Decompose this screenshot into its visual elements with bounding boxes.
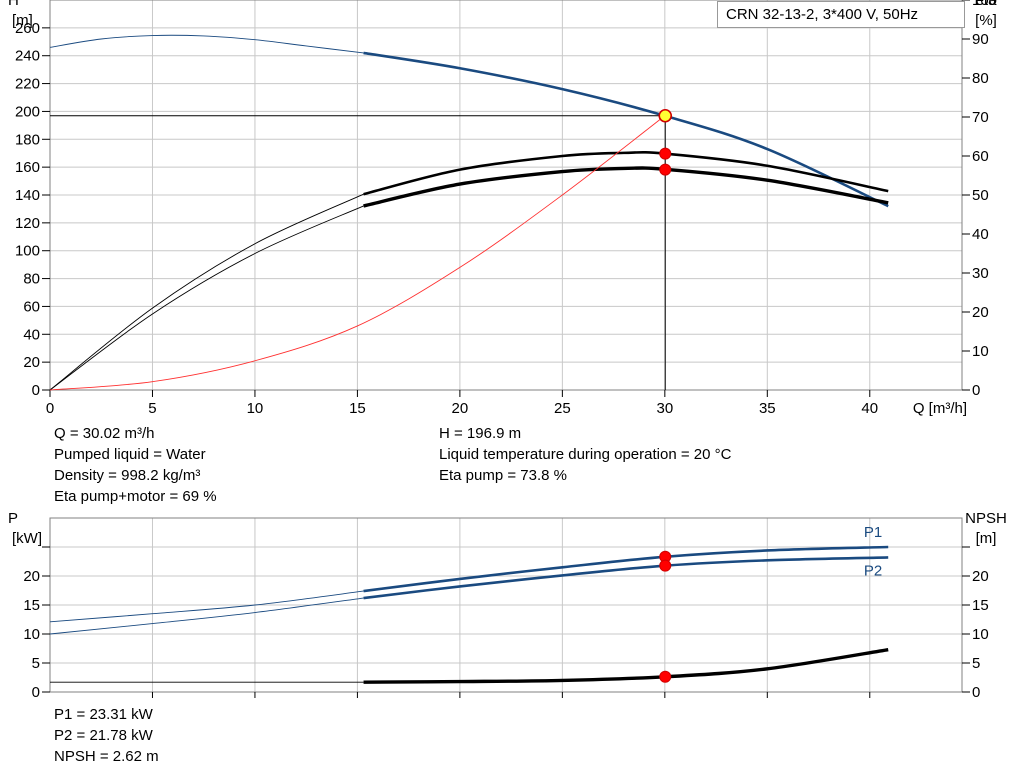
series-p1-thick	[363, 545, 889, 593]
info-liquid: Pumped liquid = Water	[54, 446, 206, 463]
series-npsh-thick	[363, 647, 889, 684]
y-tick-label-right: 0	[972, 382, 980, 399]
y-tick-label-right: 10	[972, 626, 989, 643]
y-tick-label-left: 120	[15, 215, 40, 232]
x-tick-label: 0	[46, 400, 54, 417]
y-tick-label-left: 260	[15, 20, 40, 37]
info-eta-total: Eta pump+motor = 69 %	[54, 488, 217, 505]
info-q: Q = 30.02 m³/h	[54, 425, 155, 442]
series-p2-thick	[363, 556, 889, 600]
y-tick-label-right: 30	[972, 265, 989, 282]
info-p1: P1 = 23.31 kW	[54, 706, 153, 723]
info-top-left: Q = 30.02 m³/h Pumped liquid = Water Den…	[54, 423, 217, 507]
series-2-thin	[49, 205, 364, 391]
y-tick-label-right: 5	[972, 655, 980, 672]
y-tick-label-right: 90	[972, 31, 989, 48]
legend-label-p1: P1	[864, 524, 882, 541]
info-h: H = 196.9 m	[439, 425, 522, 442]
y-tick-label-left: 240	[15, 48, 40, 65]
series-0-thin	[49, 34, 364, 54]
info-npsh: NPSH = 2.62 m	[54, 748, 159, 765]
series-2-thick	[363, 166, 889, 208]
y-axis-label-left: H	[8, 0, 19, 9]
data-marker	[659, 147, 672, 160]
x-tick-label: 10	[247, 400, 264, 417]
y-tick-label-left: 80	[23, 271, 40, 288]
y-tick-label-right: 70	[972, 109, 989, 126]
x-tick-label: 40	[861, 400, 878, 417]
series-1-thick	[363, 151, 889, 196]
y-tick-label-right: 100	[972, 0, 997, 9]
power-npsh-chart: 0 5 10 15 20 0 5 10 15 20 P [kW] NPSH [m] P1 P2	[8, 510, 1007, 701]
chart-title-box: CRN 32-13-2, 3*400 V, 50Hz	[717, 1, 965, 28]
info-temperature: Liquid temperature during operation = 20…	[439, 446, 732, 463]
y-tick-label-left: 140	[15, 187, 40, 204]
y-tick-label-left: 5	[32, 655, 40, 672]
x-tick-label: 15	[349, 400, 366, 417]
y-tick-label-left: 20	[23, 354, 40, 371]
series-p2-thin	[49, 597, 364, 635]
y-axis-unit-left: [kW]	[12, 530, 42, 547]
y-tick-label-right: 15	[972, 597, 989, 614]
y-tick-label-left: 180	[15, 131, 40, 148]
x-tick-label: 25	[554, 400, 571, 417]
x-tick-label: 35	[759, 400, 776, 417]
y-tick-label-right: 20	[972, 568, 989, 585]
x-tick-label: 30	[656, 400, 673, 417]
data-marker	[659, 163, 672, 176]
y-tick-label-left: 15	[23, 597, 40, 614]
y-tick-label-left: 40	[23, 326, 40, 343]
y-tick-label-left: 160	[15, 159, 40, 176]
y-tick-label-left: 10	[23, 626, 40, 643]
y-tick-label-right: 40	[972, 226, 989, 243]
y-tick-label-right: 20	[972, 304, 989, 321]
data-marker	[659, 559, 672, 572]
series-3-line	[49, 115, 666, 391]
y-axis-unit-left: [m]	[12, 12, 33, 29]
info-density: Density = 998.2 kg/m³	[54, 467, 201, 484]
y-tick-label-right: 50	[972, 187, 989, 204]
x-axis-label: Q [m³/h]	[913, 400, 967, 417]
y-axis-label-left: P	[8, 510, 18, 527]
info-eta-pump: Eta pump = 73.8 %	[439, 467, 567, 484]
info-bottom: P1 = 23.31 kW P2 = 21.78 kW NPSH = 2.62 …	[54, 704, 159, 767]
series-0-thick	[363, 51, 889, 208]
x-tick-label: 20	[452, 400, 469, 417]
y-tick-label-left: 0	[32, 382, 40, 399]
info-top-right: H = 196.9 m Liquid temperature during op…	[439, 423, 731, 486]
y-tick-label-right: 80	[972, 70, 989, 87]
y-tick-label-left: 20	[23, 568, 40, 585]
y-tick-label-left: 200	[15, 103, 40, 120]
series-1-thin	[49, 193, 364, 391]
y-axis-label-right: eta	[976, 0, 998, 9]
head-efficiency-chart: 0204060801001201401601802002202402600102…	[8, 0, 997, 417]
y-axis-unit-right: [m]	[976, 530, 997, 547]
y-tick-label-left: 220	[15, 76, 40, 93]
x-tick-label: 5	[148, 400, 156, 417]
y-axis-unit-right: [%]	[975, 12, 997, 29]
y-tick-label-right: 10	[972, 343, 989, 360]
y-tick-label-right: 0	[972, 684, 980, 701]
legend-label-p2: P2	[864, 562, 882, 579]
y-tick-label-right: 60	[972, 148, 989, 165]
operating-point-marker	[658, 108, 673, 123]
y-tick-label-left: 60	[23, 298, 40, 315]
series-p1-thin	[49, 590, 364, 623]
y-tick-label-left: 0	[32, 684, 40, 701]
info-p2: P2 = 21.78 kW	[54, 727, 153, 744]
y-tick-label-left: 100	[15, 243, 40, 260]
y-axis-label-right: NPSH	[965, 510, 1007, 527]
data-marker	[659, 670, 672, 683]
chart-title: CRN 32-13-2, 3*400 V, 50Hz	[726, 6, 919, 23]
